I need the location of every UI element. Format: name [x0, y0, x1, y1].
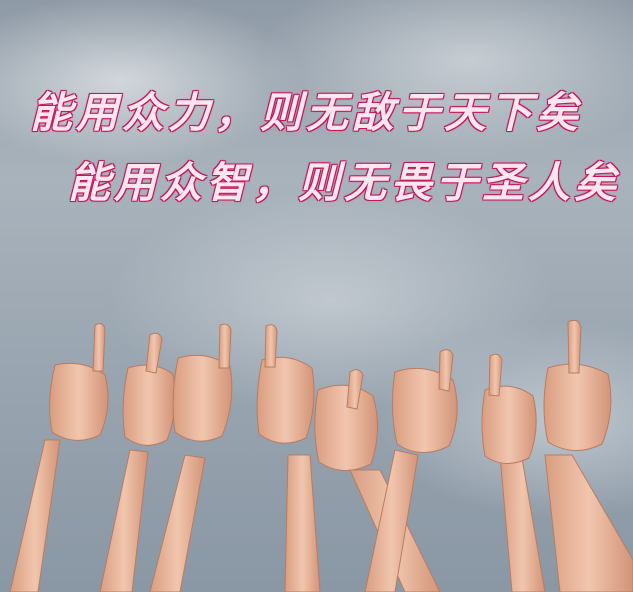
slogan-line-1: 能用众力，则无敌于天下矣 [30, 88, 583, 137]
slogan-line-2: 能用众智，则无畏于圣人矣 [68, 158, 621, 207]
